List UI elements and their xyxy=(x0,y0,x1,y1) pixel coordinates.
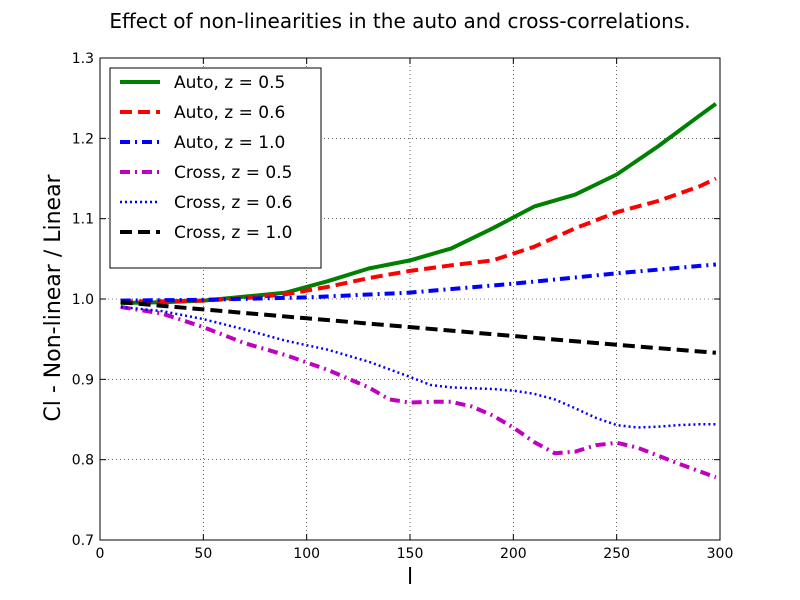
x-tick-label-2: 100 xyxy=(293,546,320,562)
y-tick-label-4: 1.1 xyxy=(72,212,94,228)
legend: Auto, z = 0.5 Auto, z = 0.6 Auto, z = 1.0 C… xyxy=(109,67,322,269)
legend-label-2: Auto, z = 0.6 xyxy=(174,103,285,123)
legend-box xyxy=(109,67,322,269)
series-line-3 xyxy=(120,262,717,303)
legend-label-3: Auto, z = 1.0 xyxy=(174,133,285,153)
series-line-4 xyxy=(120,305,717,480)
x-tick-label-0: 0 xyxy=(96,546,105,562)
y-tick-label-5: 1.2 xyxy=(72,131,94,147)
x-tick-label-6: 300 xyxy=(707,546,734,562)
legend-label-6: Cross, z = 1.0 xyxy=(174,223,292,243)
chart-title: Effect of non-linearities in the auto an… xyxy=(109,9,690,33)
legend-label-1: Auto, z = 0.5 xyxy=(174,73,285,93)
series-line-6 xyxy=(120,300,717,355)
y-tick-label-0: 0.7 xyxy=(72,533,94,549)
series-line-5 xyxy=(120,305,716,429)
legend-label-4: Cross, z = 0.5 xyxy=(174,163,292,183)
x-tick-label-5: 250 xyxy=(603,546,630,562)
x-tick-label-4: 200 xyxy=(500,546,527,562)
y-tick-label-2: 0.9 xyxy=(72,372,94,388)
x-tick-label-1: 50 xyxy=(194,546,212,562)
y-axis-label: Cl - Non-linear / Linear xyxy=(41,173,66,421)
legend-label-5: Cross, z = 0.6 xyxy=(174,193,292,213)
y-tick-label-6: 1.3 xyxy=(72,51,94,67)
y-tick-label-3: 1.0 xyxy=(72,292,94,308)
x-axis-label: l xyxy=(407,565,413,590)
x-tick-label-3: 150 xyxy=(397,546,424,562)
series-line-2 xyxy=(120,176,717,304)
y-tick-label-1: 0.8 xyxy=(72,453,94,469)
